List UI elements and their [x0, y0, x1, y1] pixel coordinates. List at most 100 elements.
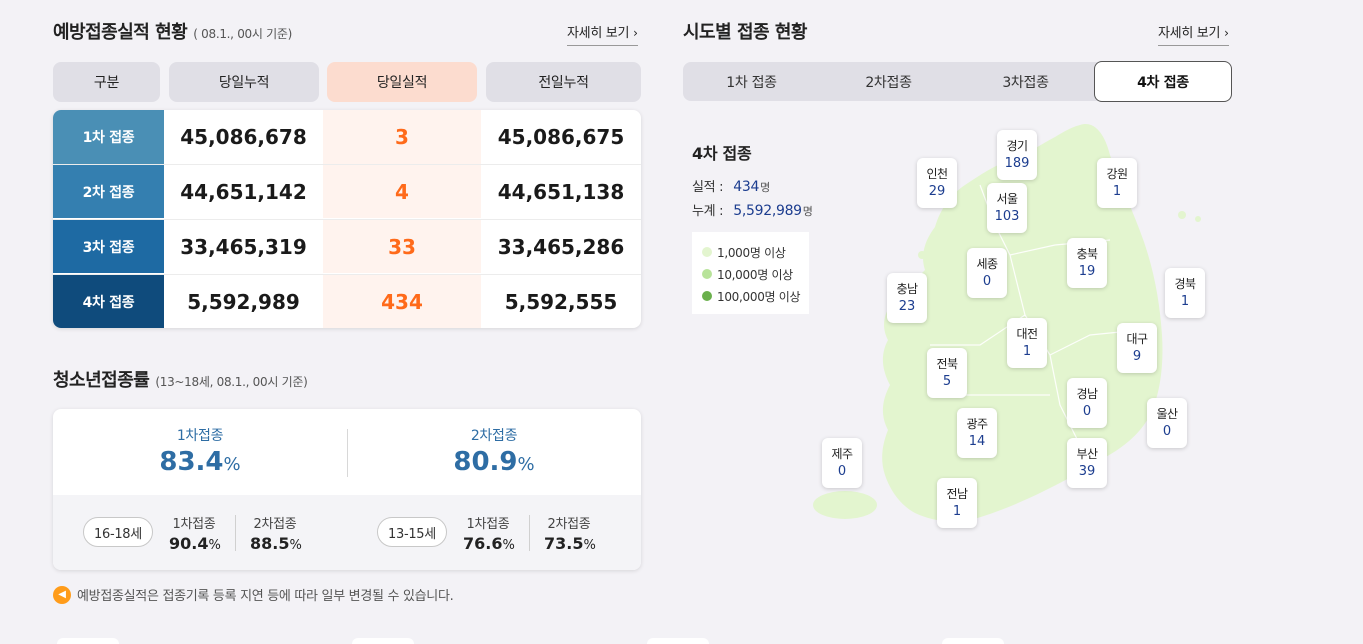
mini-value: 90.4% [169, 534, 221, 553]
cumulative-prev-value: 5,592,555 [504, 289, 618, 314]
region-jeonbuk[interactable]: 전북 5 [927, 348, 967, 398]
region-gyeonggi[interactable]: 경기 189 [997, 130, 1037, 180]
region-daejeon[interactable]: 대전 1 [1007, 318, 1047, 368]
region-incheon[interactable]: 인천 29 [917, 158, 957, 208]
mini-value: 88.5% [250, 534, 302, 553]
region-sejong[interactable]: 세종 0 [967, 248, 1007, 298]
chevron-right-icon: › [633, 26, 638, 40]
region-chungbuk[interactable]: 충북 19 [1067, 238, 1107, 288]
vaccination-header: 예방접종실적 현황 ( 08.1., 00시 기준) [53, 18, 292, 44]
region-name: 충북 [1076, 247, 1098, 261]
performance-value: 434 [733, 179, 760, 195]
region-ulsan[interactable]: 울산 0 [1147, 398, 1187, 448]
legend-dot-icon [702, 291, 712, 301]
mini-number: 90.4 [169, 534, 209, 553]
region-count: 0 [982, 274, 992, 289]
more-link-label: 자세히 보기 [1158, 26, 1221, 41]
region-count: 14 [968, 434, 986, 449]
mini-number: 73.5 [544, 534, 584, 553]
age-group-first: 1차접종 76.6% [463, 513, 515, 553]
map-legend: 1,000명 이상 10,000명 이상 100,000명 이상 [692, 232, 809, 314]
percent-unit: % [502, 538, 515, 553]
speaker-icon: ◀ [53, 585, 71, 604]
total-line: 누계 : 5,592,989 명 [692, 200, 813, 219]
bottom-card [57, 638, 119, 644]
legend-dot-icon [702, 247, 712, 257]
region-count: 189 [1004, 156, 1030, 171]
region-gyeongnam[interactable]: 경남 0 [1067, 378, 1107, 428]
region-count: 1 [952, 504, 962, 519]
region-name: 부산 [1076, 447, 1098, 461]
region-daegu[interactable]: 대구 9 [1117, 323, 1157, 373]
tab-dose-4[interactable]: 4차 접종 [1094, 61, 1232, 102]
dose-tabs: 1차 접종 2차접종 3차접종 4차 접종 [683, 61, 1232, 102]
cumulative-prev-value: 45,086,675 [497, 125, 625, 149]
regional-more-link[interactable]: 자세히 보기 › [1158, 22, 1229, 46]
count-unit: 명 [760, 181, 770, 194]
divider [529, 515, 530, 551]
tab-dose-3[interactable]: 3차접종 [1002, 74, 1049, 91]
age-group-second: 2차접종 88.5% [250, 513, 302, 553]
region-chungnam[interactable]: 충남 23 [887, 273, 927, 323]
age-group-second: 2차접종 73.5% [544, 513, 596, 553]
region-count: 0 [1082, 404, 1092, 419]
region-busan[interactable]: 부산 39 [1067, 438, 1107, 488]
legend-label: 100,000명 이상 [717, 289, 801, 304]
percent-unit: % [223, 454, 241, 475]
region-seoul[interactable]: 서울 103 [987, 183, 1027, 233]
region-gangwon[interactable]: 강원 1 [1097, 158, 1137, 208]
percent-unit: % [583, 538, 596, 553]
region-gyeongbuk[interactable]: 경북 1 [1165, 268, 1205, 318]
today-value: 4 [323, 165, 481, 218]
legend-item: 1,000명 이상 [702, 241, 809, 263]
cumulative-today-value: 5,592,989 [187, 289, 300, 314]
region-count: 103 [994, 209, 1020, 224]
region-name: 울산 [1156, 407, 1178, 421]
teen-second-label: 2차접종 [470, 428, 518, 444]
region-count: 0 [837, 464, 847, 479]
region-name: 서울 [996, 192, 1018, 206]
region-name: 강원 [1106, 167, 1128, 181]
divider [347, 429, 348, 477]
mini-number: 88.5 [250, 534, 290, 553]
region-count: 9 [1132, 349, 1142, 364]
region-name: 광주 [966, 417, 988, 431]
header-cumulative-prev: 전일누적 [486, 62, 641, 102]
tab-dose-2[interactable]: 2차접종 [865, 74, 912, 91]
legend-label: 1,000명 이상 [717, 245, 786, 260]
header-cumulative-today: 당일누적 [169, 62, 319, 102]
mini-value: 73.5% [544, 534, 596, 553]
percent-unit: % [208, 538, 221, 553]
vaccination-more-link[interactable]: 자세히 보기 › [567, 22, 638, 46]
percent-unit: % [289, 538, 302, 553]
vaccination-table: 1차 접종 45,086,678 3 45,086,675 2차 접종 44,6… [53, 110, 641, 328]
row-label: 1차 접종 [53, 110, 164, 164]
region-gwangju[interactable]: 광주 14 [957, 408, 997, 458]
teen-subtitle: (13~18세, 08.1., 00시 기준) [155, 375, 308, 389]
age-group-badge: 16-18세 [83, 517, 153, 547]
total-label: 누계 : [692, 204, 724, 219]
region-count: 29 [928, 184, 946, 199]
row-label: 4차 접종 [53, 275, 164, 328]
more-link-label: 자세히 보기 [567, 26, 630, 41]
legend-item: 100,000명 이상 [702, 285, 809, 307]
teen-first-value: 83.4% [53, 447, 347, 477]
region-jeonnam[interactable]: 전남 1 [937, 478, 977, 528]
teen-first-number: 83.4 [159, 447, 224, 477]
table-row: 2차 접종 44,651,142 4 44,651,138 [53, 164, 641, 218]
teen-second-value: 80.9% [347, 447, 641, 477]
regional-title: 시도별 접종 현황 [683, 22, 807, 43]
notice-text: 예방접종실적은 접종기록 등록 지연 등에 따라 일부 변경될 수 있습니다. [77, 589, 454, 604]
vaccination-title: 예방접종실적 현황 [53, 22, 188, 43]
mini-label: 1차접종 [466, 517, 510, 532]
region-jeju[interactable]: 제주 0 [822, 438, 862, 488]
tab-dose-1[interactable]: 1차 접종 [726, 74, 777, 91]
cumulative-today-value: 44,651,142 [180, 179, 307, 204]
divider [235, 515, 236, 551]
region-count: 1 [1022, 344, 1032, 359]
notice: ◀ 예방접종실적은 접종기록 등록 지연 등에 따라 일부 변경될 수 있습니다… [53, 585, 454, 604]
teen-card: 1차접종 83.4% 2차접종 80.9% 16-18세 1차접종 90.4% … [53, 409, 641, 570]
total-value: 5,592,989 [733, 203, 802, 219]
count-unit: 명 [802, 205, 813, 218]
performance-line: 실적 : 434 명 [692, 176, 770, 195]
